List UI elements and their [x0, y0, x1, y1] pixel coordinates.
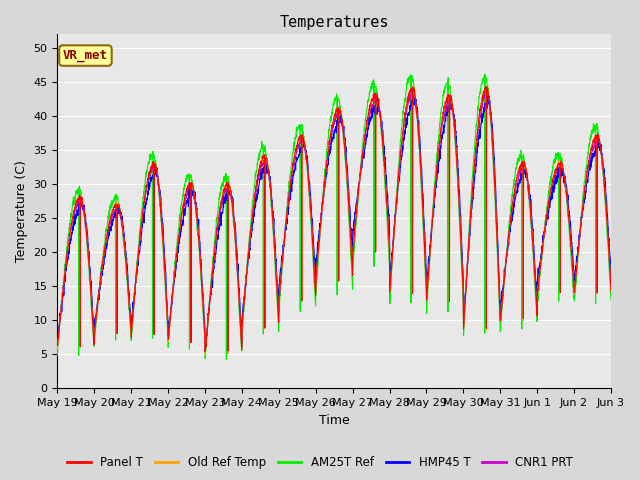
CNR1 PRT [351, 225, 358, 231]
Old Ref Temp [362, 123, 370, 129]
HMP45 T [54, 339, 61, 345]
Legend: Panel T, Old Ref Temp, AM25T Ref, HMP45 T, CNR1 PRT: Panel T, Old Ref Temp, AM25T Ref, HMP45 … [62, 452, 578, 474]
CNR1 PRT [208, 275, 216, 281]
Line: Panel T: Panel T [58, 86, 611, 351]
AM25T Ref [607, 298, 615, 303]
Panel T [559, 166, 566, 172]
Old Ref Temp [351, 233, 358, 239]
Panel T [574, 251, 582, 256]
Text: VR_met: VR_met [63, 49, 108, 62]
CNR1 PRT [54, 340, 61, 346]
Old Ref Temp [201, 351, 209, 357]
Panel T [54, 342, 61, 348]
Panel T [483, 84, 490, 89]
Old Ref Temp [607, 288, 615, 294]
AM25T Ref [362, 110, 370, 116]
AM25T Ref [351, 244, 358, 250]
CNR1 PRT [607, 279, 615, 285]
Old Ref Temp [54, 346, 61, 352]
Panel T [208, 274, 216, 279]
HMP45 T [485, 93, 493, 99]
Line: CNR1 PRT: CNR1 PRT [58, 90, 611, 352]
Old Ref Temp [208, 273, 216, 279]
CNR1 PRT [559, 172, 566, 178]
AM25T Ref [574, 252, 582, 258]
Panel T [362, 125, 370, 131]
AM25T Ref [481, 72, 489, 77]
AM25T Ref [54, 352, 61, 358]
Old Ref Temp [559, 165, 566, 170]
Old Ref Temp [409, 83, 417, 89]
AM25T Ref [495, 304, 503, 310]
AM25T Ref [223, 356, 230, 362]
HMP45 T [495, 284, 503, 290]
HMP45 T [201, 347, 209, 353]
CNR1 PRT [362, 128, 370, 133]
AM25T Ref [559, 164, 566, 170]
Panel T [351, 233, 358, 239]
Old Ref Temp [495, 296, 503, 301]
Panel T [607, 288, 615, 294]
AM25T Ref [208, 272, 216, 277]
CNR1 PRT [495, 293, 503, 299]
Line: Old Ref Temp: Old Ref Temp [58, 86, 611, 354]
Panel T [495, 298, 503, 304]
HMP45 T [362, 136, 370, 142]
CNR1 PRT [201, 349, 209, 355]
HMP45 T [559, 171, 566, 177]
Y-axis label: Temperature (C): Temperature (C) [15, 160, 28, 262]
Panel T [201, 348, 209, 354]
HMP45 T [351, 217, 358, 223]
Title: Temperatures: Temperatures [280, 15, 389, 30]
HMP45 T [607, 272, 615, 278]
CNR1 PRT [408, 87, 416, 93]
CNR1 PRT [574, 247, 582, 253]
HMP45 T [574, 244, 582, 250]
X-axis label: Time: Time [319, 414, 349, 427]
Line: AM25T Ref: AM25T Ref [58, 74, 611, 359]
Line: HMP45 T: HMP45 T [58, 96, 611, 350]
Old Ref Temp [574, 251, 582, 256]
HMP45 T [208, 276, 216, 282]
